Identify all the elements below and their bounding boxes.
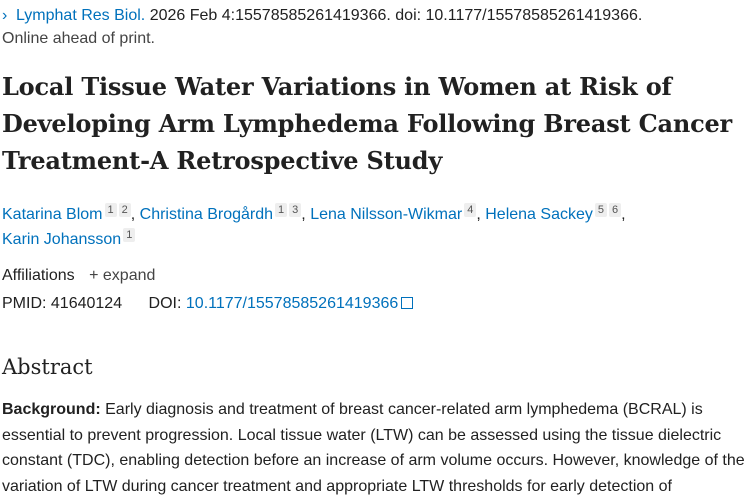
- pmid-label: PMID:: [2, 295, 47, 312]
- citation: › Lymphat Res Biol. 2026 Feb 4:1557858526…: [2, 4, 642, 28]
- abstract-background: Background: Early diagnosis and treatmen…: [2, 397, 747, 500]
- expand-label: expand: [102, 267, 156, 284]
- external-link-icon[interactable]: [401, 297, 414, 309]
- author-link[interactable]: Helena Sackey: [485, 206, 593, 223]
- author-link[interactable]: Christina Brogårdh: [139, 206, 274, 223]
- article-title: Local Tissue Water Variations in Women a…: [2, 72, 733, 175]
- abstract-heading: Abstract: [2, 355, 93, 379]
- affiliation-ref[interactable]: 6: [609, 203, 622, 217]
- chevron-right-icon: ›: [2, 7, 8, 24]
- affiliations: Affiliations + expand: [2, 264, 155, 288]
- background-text: Early diagnosis and treatment of breast …: [2, 401, 745, 496]
- affiliation-ref[interactable]: 1: [104, 203, 117, 217]
- affiliation-ref[interactable]: 1: [275, 203, 288, 217]
- affiliations-label: Affiliations: [2, 267, 75, 284]
- affiliation-ref[interactable]: 3: [289, 203, 302, 217]
- affiliation-ref[interactable]: 2: [118, 203, 131, 217]
- author-link[interactable]: Karin Johansson: [2, 231, 122, 248]
- expand-affiliations-button[interactable]: + expand: [89, 267, 155, 284]
- pmid-value: 41640124: [50, 295, 123, 312]
- author-link[interactable]: Katarina Blom: [2, 206, 103, 223]
- identifiers: PMID: 41640124 DOI: 10.1177/155785852614…: [2, 292, 414, 316]
- plus-icon: +: [89, 267, 99, 284]
- citation-details: 2026 Feb 4:15578585261419366. doi: 10.11…: [149, 7, 643, 24]
- author-list: Katarina Blom 1 2, Christina Brogårdh 1 3, L…: [2, 203, 626, 248]
- doi-label: DOI:: [148, 295, 182, 312]
- affiliation-ref[interactable]: 4: [464, 203, 477, 217]
- affiliation-ref[interactable]: 5: [594, 203, 607, 217]
- author-link[interactable]: Lena Nilsson-Wikmar: [310, 206, 463, 223]
- publication-status: Online ahead of print.: [2, 30, 155, 47]
- doi-link[interactable]: 10.1177/15578585261419366: [185, 295, 399, 312]
- affiliation-ref[interactable]: 1: [123, 228, 136, 242]
- journal-link[interactable]: Lymphat Res Biol.: [16, 7, 146, 24]
- background-label: Background:: [2, 401, 101, 418]
